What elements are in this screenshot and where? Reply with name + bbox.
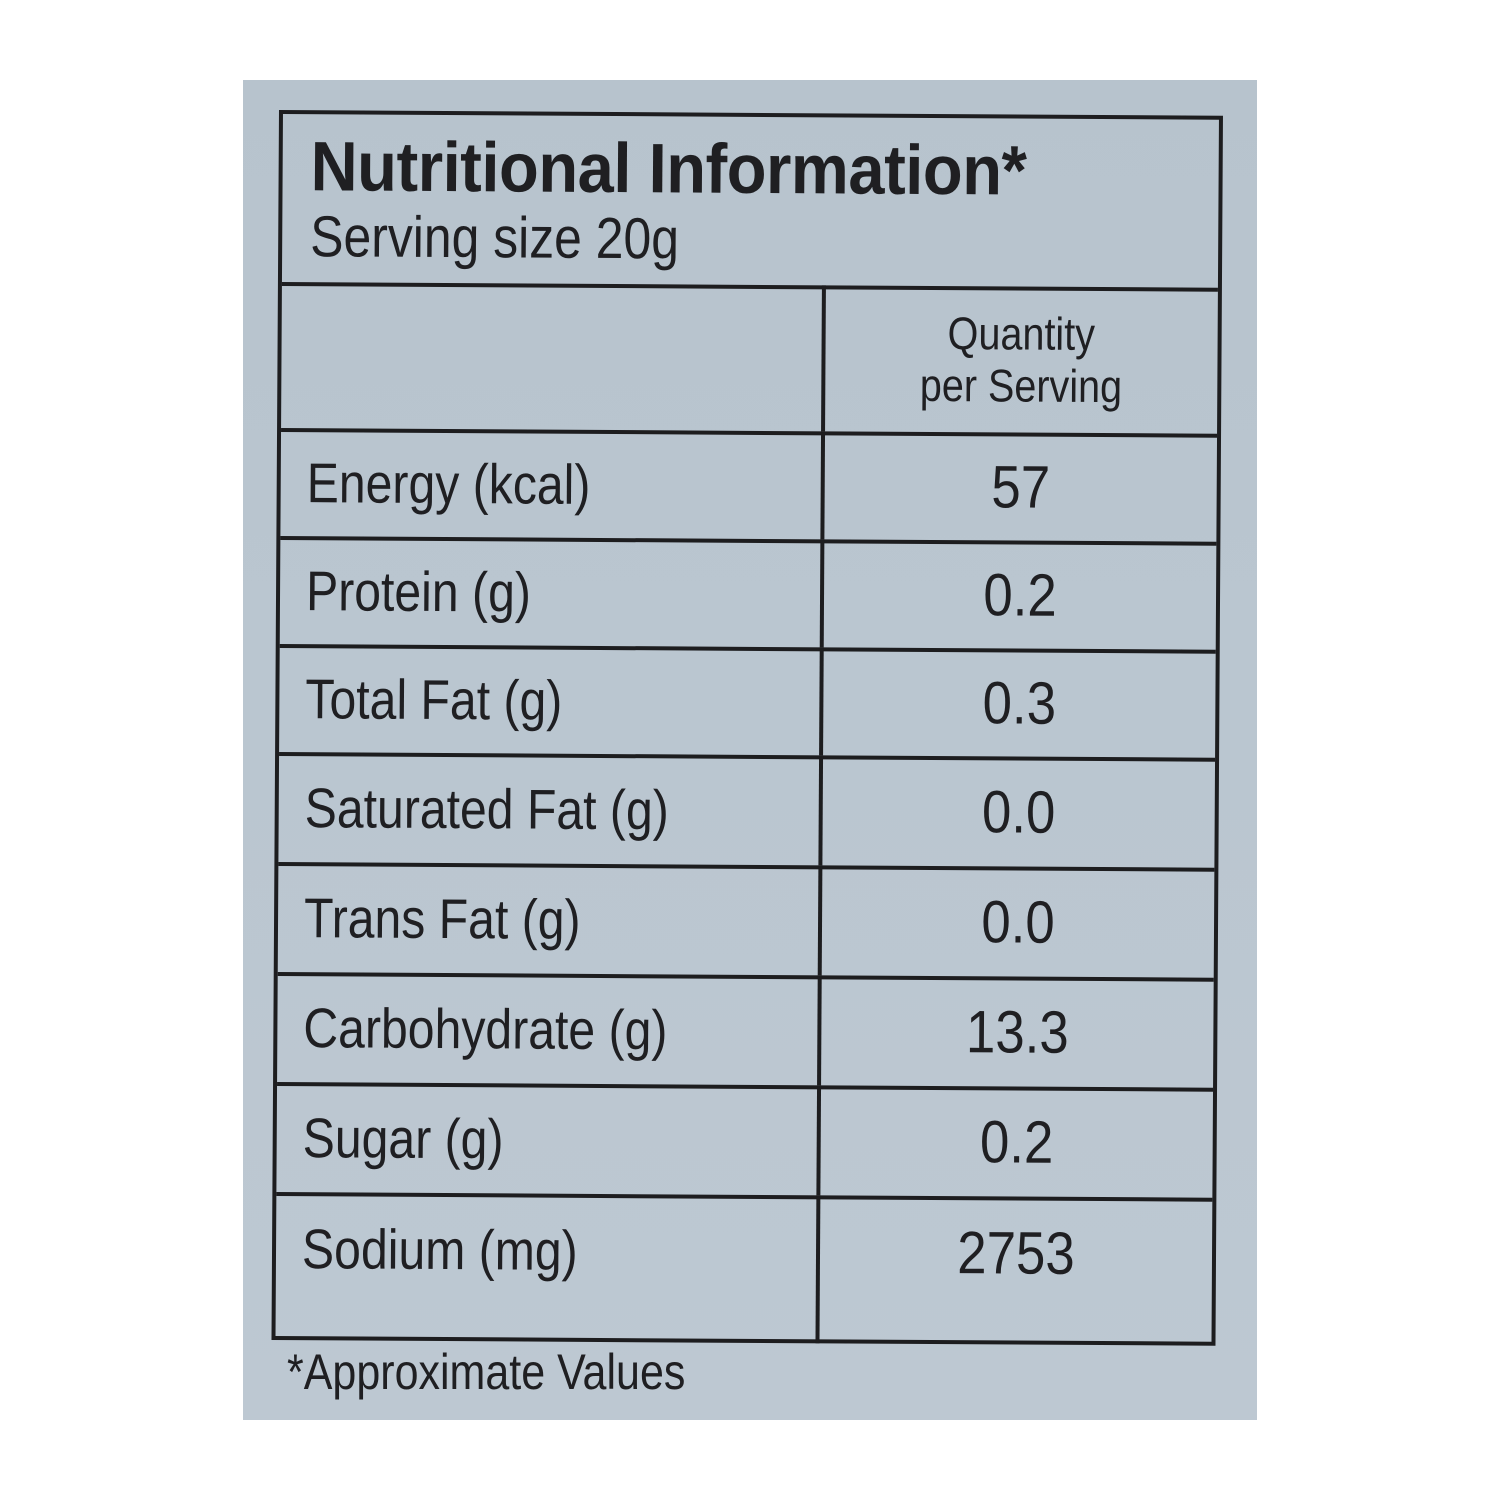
footnote: *Approximate Values: [287, 1344, 686, 1400]
table-header-row: Quantity per Serving: [281, 282, 1218, 438]
column-divider: [815, 1195, 821, 1344]
column-header-line2: per Serving: [920, 358, 1123, 413]
nutrient-label: Trans Fat (g): [303, 885, 581, 951]
nutrient-value: 0.3: [982, 668, 1057, 737]
nutrition-label-sheet: Nutritional Information* Serving size 20…: [243, 80, 1257, 1420]
table-row: Energy (kcal) 57: [280, 428, 1218, 546]
nutrient-label: Saturated Fat (g): [304, 775, 669, 841]
column-divider: [820, 431, 826, 540]
label-title: Nutritional Information*: [310, 127, 1027, 210]
nutrient-label: Carbohydrate (g): [303, 995, 668, 1061]
nutrient-label: Sodium (mg): [301, 1216, 578, 1282]
nutrient-value: 2753: [957, 1218, 1075, 1287]
nutrition-facts-box: Nutritional Information* Serving size 20…: [271, 110, 1223, 1346]
column-divider: [819, 539, 825, 648]
nutrient-value: 0.2: [983, 560, 1057, 629]
table-row: Total Fat (g) 0.3: [279, 644, 1216, 762]
nutrient-label: Total Fat (g): [305, 666, 563, 732]
nutrient-value: 13.3: [965, 997, 1069, 1066]
table-row: Carbohydrate (g) 13.3: [277, 972, 1214, 1092]
column-header-quantity: Quantity per Serving: [825, 285, 1218, 433]
nutrient-value: 0.2: [979, 1107, 1054, 1176]
column-divider: [817, 975, 822, 1086]
table-row: Sugar (g) 0.2: [276, 1082, 1214, 1202]
column-divider: [819, 647, 824, 756]
nutrient-value: 57: [991, 452, 1051, 521]
table-row: Saturated Fat (g) 0.0: [278, 752, 1216, 872]
table-row: Trans Fat (g) 0.0: [277, 862, 1215, 982]
nutrient-value: 0.0: [981, 887, 1055, 956]
column-header-line1: Quantity: [947, 307, 1096, 360]
table-row: Protein (g) 0.2: [279, 536, 1217, 654]
column-divider: [818, 755, 824, 866]
nutrient-label: Sugar (g): [302, 1105, 504, 1170]
nutrient-label: Protein (g): [305, 558, 532, 624]
serving-size: Serving size 20g: [310, 204, 680, 272]
nutrient-value: 0.0: [981, 777, 1056, 846]
column-divider: [816, 1085, 822, 1196]
label-header: Nutritional Information* Serving size 20…: [281, 114, 1219, 292]
nutrient-label: Energy (kcal): [306, 450, 591, 516]
column-divider: [817, 865, 823, 976]
table-row: Sodium (mg) 2753: [275, 1192, 1212, 1346]
